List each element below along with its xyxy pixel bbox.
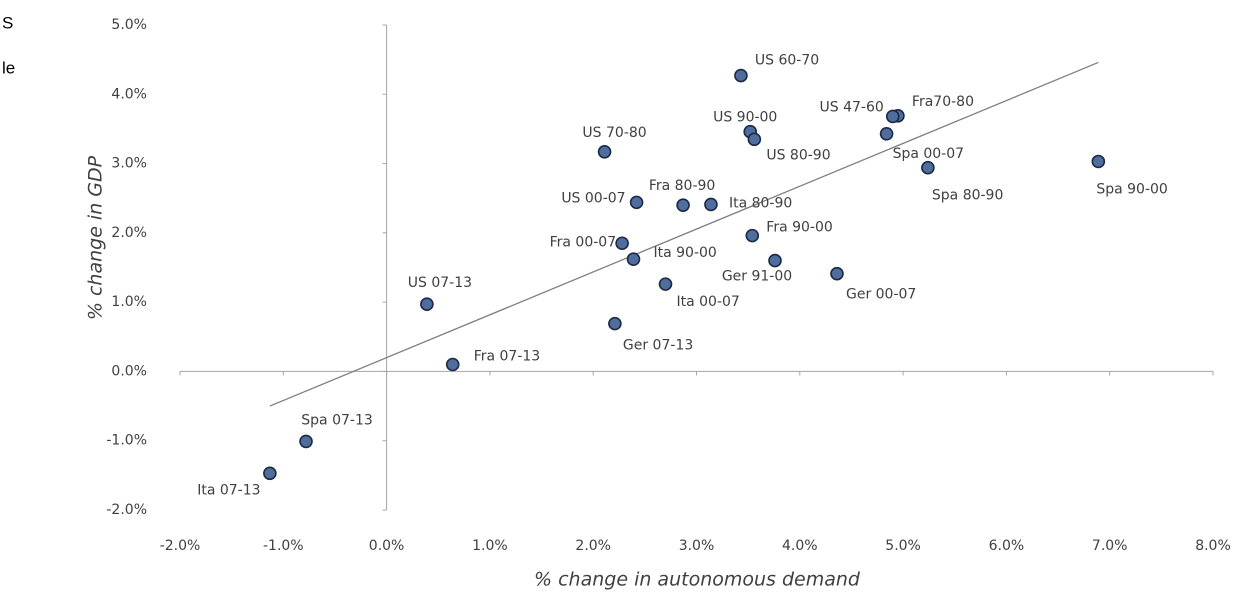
y-tick-label: 3.0% [111,156,147,172]
point-label: Ger 91-00 [722,269,792,285]
point-label: Fra 00-07 [550,234,617,250]
point-label: Ita 80-90 [729,195,792,211]
point-label: Ita 00-07 [677,294,740,310]
point-label: Fra 80-90 [649,178,716,194]
point [445,357,460,372]
point [921,160,935,175]
y-tick-label: 2.0% [111,225,147,241]
y-axis-title: % change in GDP [85,155,107,320]
point [608,316,622,331]
point [263,466,277,481]
point [420,297,434,312]
point-label: Ger 07-13 [623,338,693,354]
x-tick-label: 8.0% [1195,538,1231,554]
point-label: Spa 00-07 [893,146,964,162]
point [626,252,641,266]
y-tick-label: 0.0% [111,363,147,379]
y-tick-label: 1.0% [111,294,147,310]
point [885,109,900,124]
point-label: US 47-60 [820,99,884,115]
point-label: Ger 00-07 [846,287,916,303]
x-tick-label: 7.0% [1092,538,1128,554]
point [676,198,690,212]
point [745,228,760,243]
x-tick-label: -2.0% [160,538,201,554]
x-axis-title: % change in autonomous demand [534,569,861,591]
point [1091,154,1106,169]
y-tick-label: 4.0% [111,86,147,102]
point [768,253,782,268]
x-tick-label: 0.0% [369,538,405,554]
point-label: Fra 90-00 [766,220,833,236]
point-label: Fra 07-13 [474,349,541,365]
x-tick-label: 3.0% [679,538,715,554]
x-tick-label: 6.0% [989,538,1025,554]
x-tick-label: -1.0% [263,538,304,554]
point-label: Spa 80-90 [932,188,1003,204]
point-label: Ita 07-13 [197,482,260,498]
point [879,126,894,141]
point [597,144,612,159]
text-fragment: S [2,13,13,32]
point-label: Fra70-80 [912,94,974,110]
point-label: Ita 90-00 [653,245,716,261]
point-label: US 80-90 [766,147,830,163]
point-label: US 70-80 [582,125,646,141]
y-tick-label: 5.0% [111,17,147,33]
y-tick-label: -2.0% [106,502,147,518]
point [299,434,313,449]
point [830,266,844,281]
point [615,236,629,251]
point-label: Spa 90-00 [1096,181,1167,197]
point [734,68,748,83]
point [658,277,673,291]
point-label: US 60-70 [755,53,819,69]
x-tick-label: 1.0% [472,538,508,554]
x-tick-label: 2.0% [575,538,611,554]
x-tick-label: 4.0% [782,538,818,554]
x-tick-label: 5.0% [885,538,921,554]
trendline [269,61,1099,407]
point-label: US 90-00 [713,110,777,126]
point-label: US 07-13 [408,275,472,291]
point [704,197,718,212]
point [747,132,762,147]
point-label: US 00-07 [561,190,625,206]
point [629,195,644,210]
y-tick-label: -1.0% [106,433,147,449]
point-label: Spa 07-13 [301,412,372,428]
text-fragment: le [2,58,15,77]
